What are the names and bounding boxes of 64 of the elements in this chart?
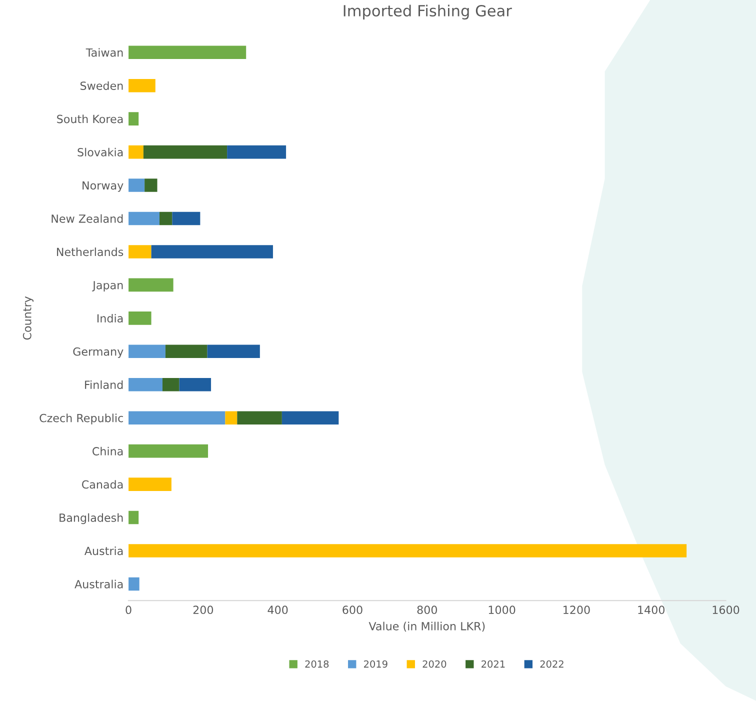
- bar: [128, 510, 139, 524]
- bar: [128, 278, 174, 292]
- y-tick-label: India: [97, 314, 123, 323]
- y-tick-label: Canada: [82, 480, 123, 489]
- x-tick-label: 1400: [638, 606, 665, 614]
- y-tick-label: China: [92, 446, 123, 456]
- y-tick-label: Sweden: [80, 81, 123, 90]
- y-axis-title: Country: [22, 296, 34, 340]
- bar: [165, 344, 208, 358]
- bar: [179, 378, 212, 392]
- y-tick-label: South Korea: [57, 114, 123, 124]
- y-tick-label: Japan: [92, 281, 123, 292]
- bar: [128, 145, 144, 159]
- y-tick-label: Norway: [82, 181, 124, 192]
- bar: [128, 544, 687, 558]
- bar: [128, 112, 139, 126]
- bar: [128, 344, 166, 358]
- y-tick-label: Czech Republic: [40, 414, 123, 424]
- legend-label: 2021: [482, 660, 505, 668]
- bar: [128, 378, 162, 392]
- legend-label: 2020: [422, 660, 446, 668]
- x-tick-label: 1000: [488, 606, 516, 614]
- bar: [128, 178, 145, 192]
- bar: [237, 411, 282, 424]
- bar: [227, 145, 286, 159]
- y-tick-label: Finland: [85, 380, 123, 390]
- bar: [128, 78, 156, 92]
- bar: [151, 245, 273, 258]
- y-tick-label: Bangladesh: [60, 513, 123, 524]
- legend-label: 2018: [305, 660, 329, 668]
- x-tick-label: 1200: [564, 606, 590, 614]
- y-tick-label: Taiwan: [86, 48, 123, 57]
- y-tick-label: Australia: [74, 580, 123, 588]
- bar: [143, 145, 228, 159]
- x-tick-label: 400: [268, 606, 288, 614]
- bar: [128, 245, 152, 258]
- bar: [160, 212, 172, 226]
- bar: [162, 378, 180, 392]
- legend-label: 2019: [364, 660, 388, 668]
- bar: [128, 478, 172, 491]
- y-tick-label: New Zealand: [52, 214, 123, 223]
- legend-label: 2022: [540, 660, 564, 668]
- x-tick-label: 600: [342, 606, 362, 614]
- chart-title: Imported Fishing Gear: [344, 4, 512, 20]
- y-tick-label: Germany: [73, 347, 124, 358]
- y-tick-label: Austria: [84, 546, 123, 556]
- bar: [128, 444, 208, 458]
- bar: [144, 178, 158, 192]
- bar: [128, 312, 152, 325]
- bar: [128, 46, 246, 60]
- bar: [128, 411, 226, 424]
- x-tick-label: 1600: [712, 606, 740, 614]
- x-tick-label: 800: [417, 606, 438, 614]
- x-tick-label: 200: [193, 606, 214, 614]
- x-tick-label: 0: [126, 606, 132, 614]
- bar: [128, 577, 140, 591]
- bar: [207, 344, 260, 358]
- bar: [282, 411, 339, 424]
- bar: [225, 411, 238, 424]
- y-tick-label: Slovakia: [78, 148, 123, 156]
- bar: [172, 212, 200, 226]
- bar: [128, 212, 160, 226]
- y-tick-label: Netherlands: [57, 248, 124, 256]
- x-axis-title: Value (in Million LKR): [368, 622, 485, 632]
